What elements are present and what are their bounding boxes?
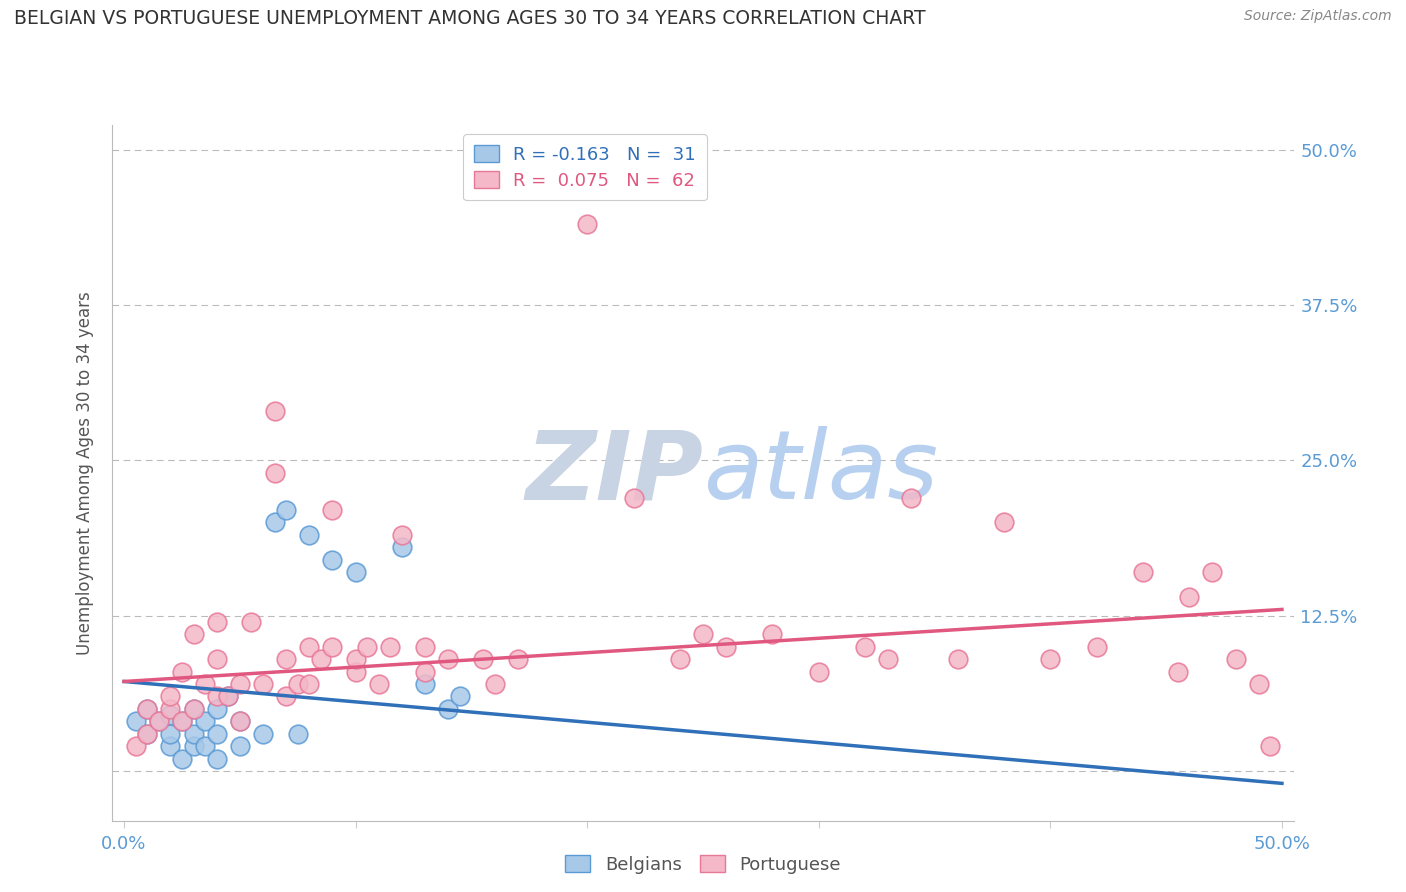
Point — [344, 665, 367, 679]
Point — [287, 726, 309, 740]
Point — [1201, 565, 1223, 579]
Point — [183, 627, 205, 641]
Point — [807, 665, 830, 679]
Point — [356, 640, 378, 654]
Point — [623, 491, 645, 505]
Point — [946, 652, 969, 666]
Point — [993, 516, 1015, 530]
Point — [136, 726, 159, 740]
Point — [124, 714, 146, 729]
Point — [321, 552, 343, 567]
Point — [380, 640, 402, 654]
Point — [669, 652, 692, 666]
Point — [136, 702, 159, 716]
Point — [298, 528, 321, 542]
Point — [159, 726, 181, 740]
Point — [229, 714, 252, 729]
Point — [170, 714, 193, 729]
Point — [205, 652, 228, 666]
Point — [217, 690, 239, 704]
Point — [391, 528, 413, 542]
Point — [252, 726, 274, 740]
Point — [900, 491, 922, 505]
Point — [413, 665, 436, 679]
Point — [276, 503, 298, 517]
Text: Source: ZipAtlas.com: Source: ZipAtlas.com — [1244, 9, 1392, 23]
Point — [194, 677, 217, 691]
Point — [309, 652, 332, 666]
Point — [183, 726, 205, 740]
Point — [263, 516, 285, 530]
Point — [159, 690, 181, 704]
Text: ZIP: ZIP — [524, 426, 703, 519]
Point — [148, 714, 170, 729]
Point — [1085, 640, 1108, 654]
Point — [1225, 652, 1247, 666]
Point — [170, 714, 193, 729]
Point — [576, 217, 599, 231]
Point — [853, 640, 876, 654]
Point — [449, 690, 471, 704]
Point — [159, 702, 181, 716]
Point — [124, 739, 146, 753]
Point — [276, 690, 298, 704]
Point — [229, 677, 252, 691]
Point — [148, 714, 170, 729]
Point — [484, 677, 506, 691]
Text: atlas: atlas — [703, 426, 938, 519]
Point — [170, 751, 193, 765]
Point — [1132, 565, 1154, 579]
Point — [714, 640, 737, 654]
Point — [321, 640, 343, 654]
Point — [136, 726, 159, 740]
Point — [205, 751, 228, 765]
Point — [344, 565, 367, 579]
Point — [391, 541, 413, 555]
Point — [344, 652, 367, 666]
Point — [136, 702, 159, 716]
Point — [159, 708, 181, 723]
Point — [205, 690, 228, 704]
Point — [205, 615, 228, 629]
Point — [159, 739, 181, 753]
Point — [229, 714, 252, 729]
Point — [263, 403, 285, 417]
Point — [1039, 652, 1062, 666]
Point — [1260, 739, 1282, 753]
Point — [298, 677, 321, 691]
Point — [437, 702, 460, 716]
Point — [183, 739, 205, 753]
Point — [183, 702, 205, 716]
Point — [367, 677, 389, 691]
Point — [194, 739, 217, 753]
Point — [1167, 665, 1189, 679]
Point — [205, 702, 228, 716]
Point — [692, 627, 714, 641]
Point — [321, 503, 343, 517]
Point — [1178, 590, 1201, 604]
Point — [240, 615, 263, 629]
Point — [170, 665, 193, 679]
Point — [506, 652, 529, 666]
Point — [761, 627, 783, 641]
Point — [877, 652, 900, 666]
Point — [472, 652, 495, 666]
Point — [276, 652, 298, 666]
Point — [413, 640, 436, 654]
Point — [194, 714, 217, 729]
Point — [413, 677, 436, 691]
Y-axis label: Unemployment Among Ages 30 to 34 years: Unemployment Among Ages 30 to 34 years — [76, 291, 94, 655]
Point — [183, 702, 205, 716]
Point — [298, 640, 321, 654]
Point — [1247, 677, 1270, 691]
Point — [229, 739, 252, 753]
Point — [287, 677, 309, 691]
Point — [252, 677, 274, 691]
Text: BELGIAN VS PORTUGUESE UNEMPLOYMENT AMONG AGES 30 TO 34 YEARS CORRELATION CHART: BELGIAN VS PORTUGUESE UNEMPLOYMENT AMONG… — [14, 9, 925, 28]
Point — [205, 726, 228, 740]
Legend: Belgians, Portuguese: Belgians, Portuguese — [558, 848, 848, 881]
Point — [217, 690, 239, 704]
Point — [263, 466, 285, 480]
Point — [437, 652, 460, 666]
